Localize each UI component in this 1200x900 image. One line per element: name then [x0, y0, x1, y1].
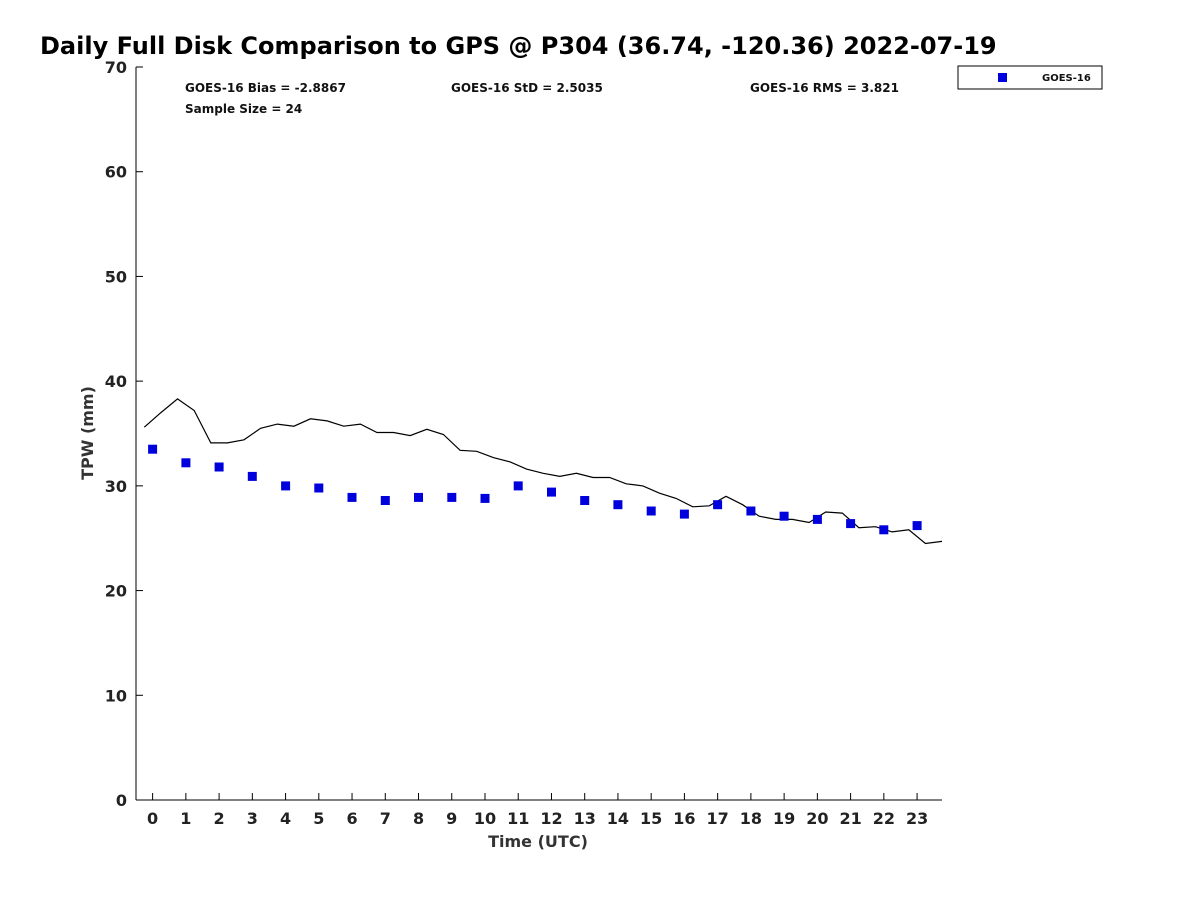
y-tick-label: 0 [116, 791, 127, 810]
x-tick-label: 19 [773, 809, 795, 828]
goes16-point [447, 492, 457, 502]
goes16-point [912, 521, 922, 531]
x-tick-label: 23 [906, 809, 928, 828]
x-tick-label: 13 [574, 809, 596, 828]
y-axis-label: TPW (mm) [78, 386, 97, 480]
goes16-point [746, 506, 756, 516]
x-tick-label: 0 [147, 809, 158, 828]
x-tick-label: 1 [180, 809, 191, 828]
x-tick-label: 14 [607, 809, 629, 828]
goes16-point [580, 496, 590, 505]
x-tick-label: 11 [507, 809, 529, 828]
goes16-point [713, 500, 723, 510]
x-tick-label: 8 [413, 809, 424, 828]
goes16-point [281, 481, 291, 491]
goes16-point [181, 458, 191, 468]
y-tick-label: 40 [105, 372, 127, 391]
goes16-point [247, 471, 257, 481]
x-tick-label: 7 [380, 809, 391, 828]
series-layer [143, 398, 943, 545]
stats-block: GOES-16 Bias = -2.8867 GOES-16 StD = 2.5… [185, 81, 899, 116]
x-tick-label: 12 [540, 809, 562, 828]
goes16-point [846, 519, 856, 529]
x-tick-label: 3 [247, 809, 258, 828]
y-ticks: 0 10 20 30 40 50 60 70 [105, 58, 143, 810]
goes16-point [646, 506, 656, 516]
x-tick-label: 21 [839, 809, 861, 828]
goes16-point [380, 496, 390, 505]
goes16-point [547, 487, 556, 497]
x-tick-label: 10 [474, 809, 496, 828]
goes16-point [812, 514, 822, 524]
x-tick-label: 18 [740, 809, 762, 828]
goes16-point [613, 500, 623, 510]
x-ticks: 0 1 2 3 4 5 6 7 8 9 10 11 12 13 14 15 16 17 18 19 20 21 22 23 [147, 793, 928, 828]
goes16-point [513, 481, 523, 491]
legend-box [957, 65, 1103, 90]
y-tick-label: 20 [105, 582, 127, 601]
x-tick-label: 15 [640, 809, 662, 828]
chart-title: Daily Full Disk Comparison to GPS @ P304… [40, 32, 997, 60]
y-tick-label: 30 [105, 477, 127, 496]
goes16-point [679, 509, 689, 519]
goes16-point [148, 444, 158, 454]
x-tick-label: 6 [346, 809, 357, 828]
legend-label-goes16: GOES-16 [1042, 73, 1091, 84]
x-tick-label: 2 [214, 809, 225, 828]
std-stat: GOES-16 StD = 2.5035 [451, 81, 603, 95]
goes16-point [214, 462, 224, 472]
goes16-point [779, 511, 789, 521]
legend: GOES-16 [957, 65, 1103, 90]
y-tick-label: 70 [105, 58, 127, 77]
x-tick-label: 16 [673, 809, 695, 828]
y-tick-label: 60 [105, 163, 127, 182]
legend-marker-goes16 [998, 73, 1007, 82]
x-tick-label: 20 [806, 809, 828, 828]
gps-line [143, 398, 943, 545]
goes16-point [879, 525, 889, 535]
goes16-point [480, 493, 490, 503]
bias-stat: GOES-16 Bias = -2.8867 [185, 81, 346, 95]
y-tick-label: 10 [105, 686, 127, 705]
x-tick-label: 4 [280, 809, 291, 828]
x-tick-label: 17 [707, 809, 729, 828]
goes16-point [347, 492, 357, 502]
rms-stat: GOES-16 RMS = 3.821 [750, 81, 899, 95]
goes16-point [314, 483, 324, 493]
sample-size-stat: Sample Size = 24 [185, 102, 302, 116]
x-axis-label: Time (UTC) [488, 832, 588, 851]
x-tick-label: 9 [446, 809, 457, 828]
x-tick-label: 22 [873, 809, 895, 828]
x-tick-label: 5 [313, 809, 324, 828]
goes16-point [414, 492, 423, 502]
y-tick-label: 50 [105, 267, 127, 286]
